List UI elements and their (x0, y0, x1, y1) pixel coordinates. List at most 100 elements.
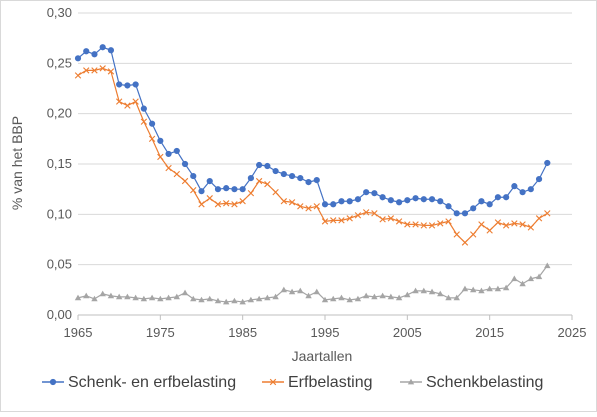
data-point (181, 177, 189, 185)
data-point (264, 294, 271, 301)
gridlines (77, 12, 573, 320)
data-point (313, 203, 320, 210)
data-point (379, 194, 386, 201)
data-point (247, 174, 254, 182)
data-point (305, 179, 312, 186)
data-point (305, 205, 312, 212)
data-point (346, 198, 353, 205)
data-point (544, 262, 551, 269)
data-point (478, 287, 485, 294)
data-point (247, 296, 255, 303)
data-point (99, 65, 106, 72)
data-point (272, 293, 279, 300)
data-point (74, 72, 82, 79)
data-point (527, 186, 534, 193)
data-point (140, 295, 148, 302)
data-point (181, 289, 189, 296)
data-point (272, 188, 279, 196)
data-point (412, 287, 419, 294)
data-point (478, 221, 485, 228)
data-point (396, 199, 403, 206)
data-point (453, 210, 460, 217)
data-point (206, 178, 213, 185)
data-point (140, 118, 148, 125)
data-point (288, 199, 296, 206)
data-point (470, 231, 477, 238)
data-point (461, 239, 469, 246)
data-point (181, 160, 189, 168)
series-line (77, 265, 548, 303)
data-point (132, 294, 139, 301)
series-line (77, 67, 548, 244)
data-point (519, 221, 526, 228)
data-point (428, 288, 436, 295)
y-tick-label: 0,20 (47, 106, 72, 121)
data-point (231, 186, 238, 193)
data-point (132, 81, 139, 88)
series-0 (74, 44, 551, 217)
data-point (83, 67, 90, 74)
data-point (503, 194, 510, 201)
data-point (264, 162, 271, 170)
data-point (404, 291, 411, 298)
series-2 (74, 262, 551, 305)
data-point (264, 180, 271, 188)
data-point (148, 294, 156, 301)
y-axis-title: % van het BBP (9, 116, 25, 210)
data-point (91, 51, 98, 58)
data-point (494, 285, 502, 292)
legend-swatch-marker (49, 378, 57, 386)
data-point (544, 210, 551, 217)
data-point (91, 67, 98, 74)
data-point (470, 286, 477, 293)
data-point (354, 196, 362, 203)
data-point (173, 147, 180, 155)
data-point (116, 81, 123, 88)
data-point (437, 290, 444, 297)
data-point (437, 198, 444, 205)
data-point (297, 174, 304, 182)
data-point (387, 197, 394, 204)
data-point (214, 297, 222, 304)
data-point (321, 218, 329, 225)
x-tick-label: 1985 (228, 325, 257, 340)
data-point (115, 293, 123, 300)
data-point (74, 55, 82, 62)
data-point (231, 297, 238, 304)
legend-entry: Schenk- en erfbelasting (42, 374, 236, 391)
data-point (173, 293, 180, 300)
data-point (535, 176, 543, 183)
data-point (346, 296, 353, 303)
data-point (428, 222, 436, 229)
data-point (272, 167, 279, 175)
x-tick-label: 1975 (146, 325, 175, 340)
data-point (511, 220, 518, 227)
data-point (256, 161, 263, 169)
data-point (412, 221, 419, 228)
data-point (486, 227, 493, 234)
series-1 (74, 65, 551, 246)
legend-entry: Erfbelasting (262, 374, 373, 391)
data-point (297, 287, 304, 294)
data-point (124, 82, 131, 89)
data-point (206, 195, 213, 202)
data-point (255, 295, 263, 302)
data-point (445, 218, 452, 225)
data-point (461, 210, 469, 217)
data-point (148, 135, 156, 143)
data-point (346, 215, 353, 222)
data-point (420, 196, 427, 203)
data-point (206, 295, 213, 302)
data-point (83, 48, 90, 55)
data-point (157, 295, 164, 302)
data-point (223, 185, 230, 192)
data-point (313, 177, 320, 184)
y-tick-label: 0,05 (47, 257, 72, 272)
data-point (445, 203, 452, 210)
data-point (239, 198, 246, 205)
data-point (379, 216, 386, 223)
legend-label: Schenkbelasting (426, 374, 543, 391)
data-point (511, 183, 518, 190)
